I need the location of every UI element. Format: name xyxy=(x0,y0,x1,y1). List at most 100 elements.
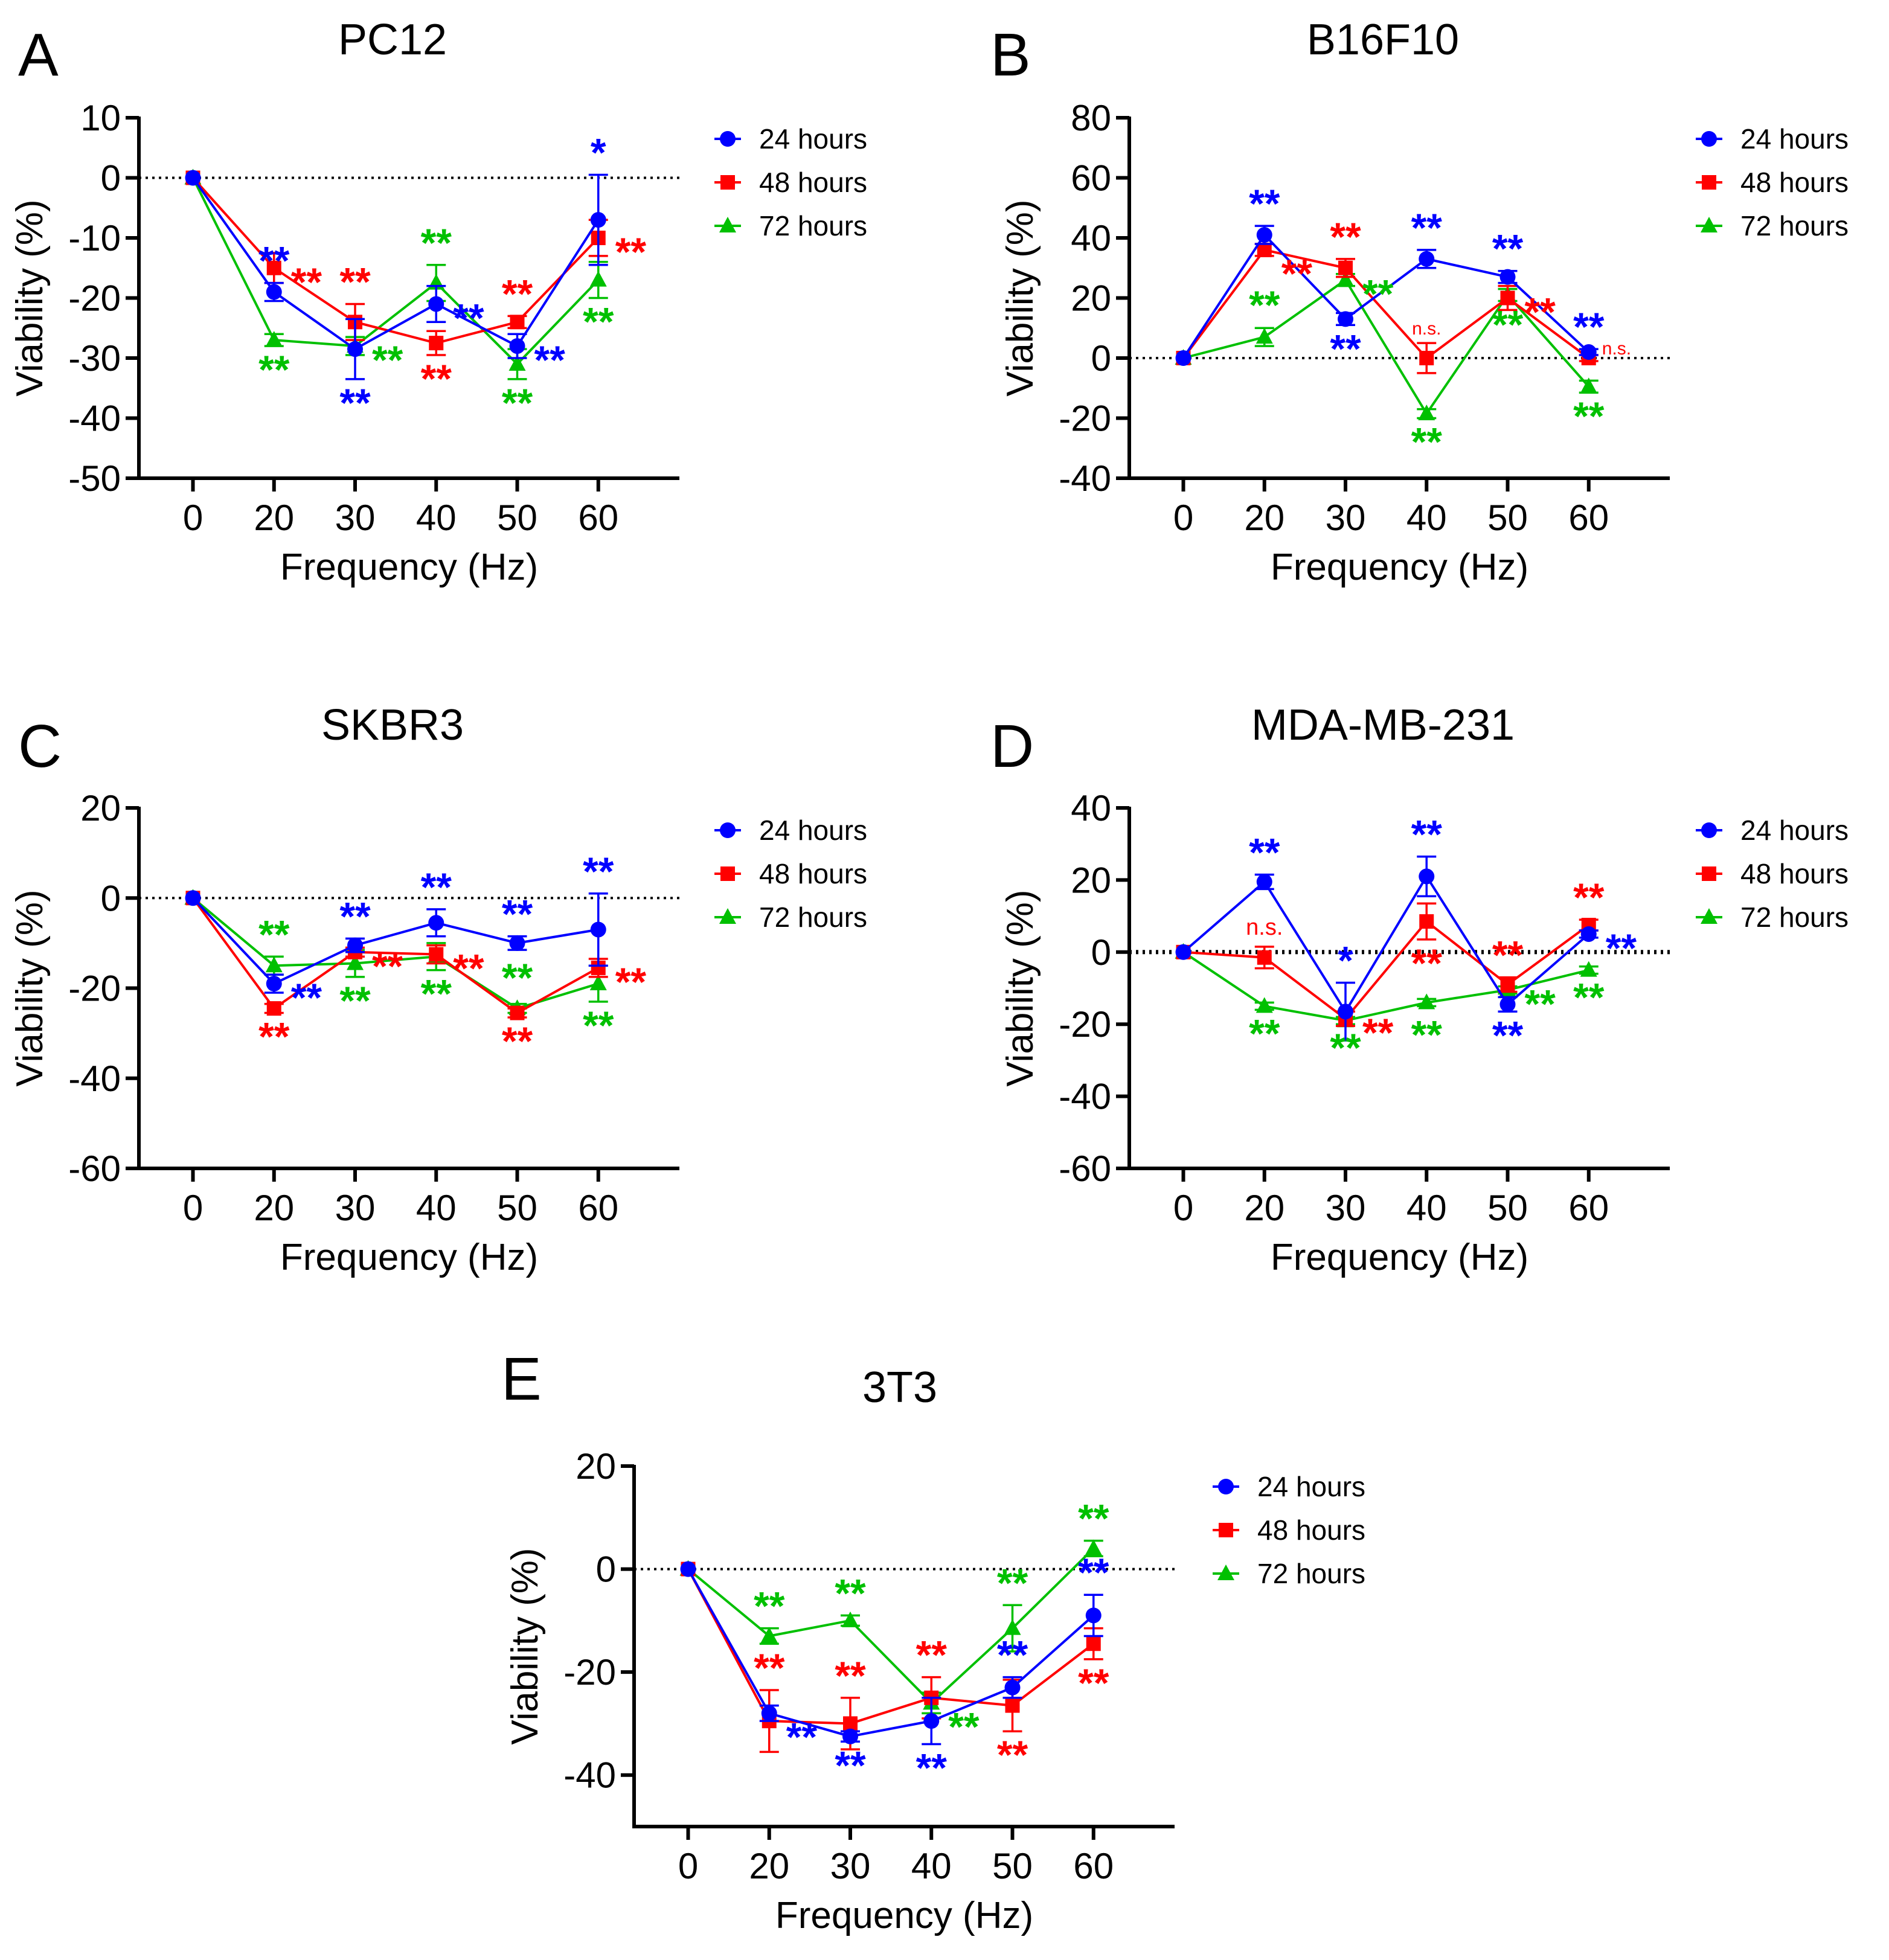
panel-c-xtick-label: 60 xyxy=(578,1188,618,1228)
panel-c-x-axis-label: Frequency (Hz) xyxy=(280,1237,538,1278)
panel-a-significance-24h-60: * xyxy=(591,130,606,175)
panel-d-significance-72h-50: ** xyxy=(1525,981,1556,1026)
panel-c-series-72h-point xyxy=(589,975,607,991)
panel-c-significance-72h-50: ** xyxy=(502,955,533,1000)
panel-e-significance-24h-50: ** xyxy=(997,1633,1028,1677)
panel-a-series-72h-point xyxy=(589,271,607,287)
panel-e-xtick-label: 60 xyxy=(1073,1846,1114,1886)
panel-c-legend-label: 72 hours xyxy=(759,902,867,933)
panel-a-title: PC12 xyxy=(338,16,447,64)
panel-b-significance-24h-40: ** xyxy=(1411,205,1443,250)
panel-a-series-72h-point xyxy=(508,354,526,371)
panel-d-xtick-label: 30 xyxy=(1326,1188,1366,1228)
panel-a-xtick-label: 0 xyxy=(183,498,203,538)
panel-d-legend-label: 24 hours xyxy=(1740,815,1849,846)
panel-b-ytick-label: 0 xyxy=(1091,338,1111,379)
panel-a-y-axis-label: Viability (%) xyxy=(9,199,51,396)
panel-b-series-48h-line xyxy=(1182,248,1589,360)
panel-e-xtick-label: 40 xyxy=(911,1846,952,1886)
panel-a-xtick-label: 20 xyxy=(254,498,294,538)
panel-e-legend-label: 48 hours xyxy=(1257,1514,1365,1546)
panel-c-legend-item-24h: 24 hours xyxy=(714,815,867,846)
panel-a-significance-48h-20: ** xyxy=(291,260,322,304)
panel-b-significance-48h-60: n.s. xyxy=(1602,339,1631,359)
panel-b-series-72h-point xyxy=(1256,328,1273,344)
panel-d-series-48h-point xyxy=(1257,950,1272,965)
panel-d-ytick-label: -40 xyxy=(1059,1077,1111,1117)
panel-d-title: MDA-MB-231 xyxy=(1251,701,1515,749)
panel-a-legend-marker xyxy=(720,175,735,190)
panel-b-legend-label: 48 hours xyxy=(1740,167,1849,198)
panel-c-series-24h-point xyxy=(590,921,606,938)
panel-e-legend-marker xyxy=(1217,1564,1234,1580)
panel-c-legend-marker xyxy=(719,908,736,924)
panel-e-xtick-label: 30 xyxy=(830,1846,871,1886)
panel-c-significance-72h-40: ** xyxy=(421,972,452,1016)
panel-d-series-72h-point xyxy=(1418,993,1435,1010)
panel-b-ytick-label: 20 xyxy=(1071,278,1111,319)
panel-d-legend-item-24h: 24 hours xyxy=(1696,815,1849,846)
panel-b-significance-72h-20: ** xyxy=(1249,283,1280,327)
panel-c-series-24h xyxy=(185,890,608,994)
panel-b-ytick-label: -40 xyxy=(1059,458,1111,499)
panel-c-ytick-label: 0 xyxy=(101,878,121,918)
panel-d-legend-marker xyxy=(1701,822,1717,838)
panel-d-xtick-label: 50 xyxy=(1487,1188,1528,1228)
panel-a-significance-72h-40: ** xyxy=(421,220,452,265)
panel-e-significance-24h-40: ** xyxy=(916,1746,948,1790)
panel-a-significance-24h-20: ** xyxy=(258,239,290,283)
panel-e-legend-marker xyxy=(1218,1479,1234,1494)
panel-c-series-72h-point xyxy=(265,956,283,973)
panel-d-significance-48h-40: ** xyxy=(1411,941,1443,985)
panel-e-significance-72h-50: ** xyxy=(997,1560,1028,1605)
panel-d-series-24h-point xyxy=(1256,874,1272,890)
panel-b-ytick-label: 80 xyxy=(1071,98,1111,138)
panel-b-legend: 24 hours 48 hours 72 hours xyxy=(1696,123,1849,242)
panel-b-xtick-label: 50 xyxy=(1487,498,1528,538)
panel-d-x-axis-label: Frequency (Hz) xyxy=(1271,1237,1528,1278)
panel-b-xtick-label: 0 xyxy=(1173,498,1193,538)
panel-d-series-48h-point xyxy=(1500,977,1515,992)
panel-c-significance-24h-20: ** xyxy=(291,975,322,1020)
panel-b-ytick-label: 40 xyxy=(1071,218,1111,258)
panel-b-series-24h-line xyxy=(1182,232,1590,359)
panel-c-legend-label: 48 hours xyxy=(759,858,867,889)
panel-c-xtick-label: 30 xyxy=(335,1188,376,1228)
panel-b-series-72h-point xyxy=(1580,377,1597,394)
panel-a-ytick-label: -50 xyxy=(68,458,121,499)
panel-e-significance-72h-20: ** xyxy=(754,1584,785,1629)
panel-b-series-48h-point xyxy=(1419,351,1434,365)
panel-a-xtick-label: 30 xyxy=(335,498,376,538)
panel-c-y-axis-label: Viability (%) xyxy=(9,889,51,1086)
panel-b-legend-item-72h: 72 hours xyxy=(1696,210,1849,242)
panel-a-series-24h-point xyxy=(185,170,201,186)
panel-c-significance-72h-60: ** xyxy=(583,1003,614,1048)
panel-b-series-48h-point xyxy=(1257,242,1272,257)
panel-d-ytick-label: -20 xyxy=(1059,1004,1111,1045)
panel-c-series-24h-point xyxy=(428,915,444,931)
panel-e-series-24h-point xyxy=(923,1713,940,1729)
panel-d-significance-48h-50: ** xyxy=(1492,933,1524,978)
panel-b-significance-24h-50: ** xyxy=(1492,226,1524,271)
panel-e-series-72h-point xyxy=(842,1611,859,1627)
panel-a-significance-48h-30: ** xyxy=(339,259,371,304)
panel-d-ytick-label: 20 xyxy=(1071,860,1111,900)
panel-d-letter: D xyxy=(990,713,1034,780)
panel-e-significance-48h-60: ** xyxy=(1078,1661,1109,1705)
panel-a-significance-48h-60: ** xyxy=(615,229,647,274)
panel-e-series-48h-point xyxy=(1086,1636,1101,1651)
panel-b-significance-24h-30: ** xyxy=(1330,326,1361,371)
panel-c-significance-24h-60: ** xyxy=(583,849,614,894)
panel-c-ytick-label: -60 xyxy=(68,1148,121,1189)
panel-a-significance-72h-30: ** xyxy=(372,338,403,382)
panel-c-series-48h-point xyxy=(510,1005,525,1020)
panel-b-legend-marker xyxy=(1701,217,1717,232)
panel-c-xtick-label: 50 xyxy=(497,1188,537,1228)
panel-a-ytick-label: -10 xyxy=(68,218,121,258)
panel-e-series-72h xyxy=(679,1539,1103,1715)
panel-a-series-24h xyxy=(185,170,608,380)
panel-d-significance-24h-40: ** xyxy=(1411,812,1443,857)
panel-c-ytick-label: -20 xyxy=(68,969,121,1009)
panel-b-significance-24h-20: ** xyxy=(1249,181,1280,226)
panel-e-ytick-label: 0 xyxy=(596,1549,616,1590)
